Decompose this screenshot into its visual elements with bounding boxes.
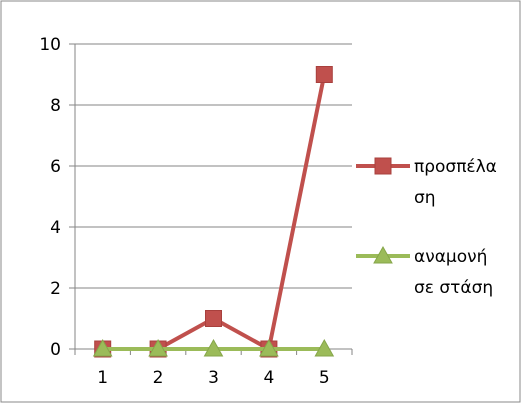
y-tick-labels: 0 2 4 6 8 10: [39, 35, 61, 360]
x-tick-label: 3: [208, 368, 219, 388]
series-1: [92, 338, 335, 357]
series-group: [92, 66, 335, 358]
legend-label: ση: [414, 188, 436, 208]
legend-item-1: αναμονή σε στάση: [356, 245, 493, 298]
legend-label: σε στάση: [414, 278, 493, 298]
legend-label: προσπέλα: [414, 157, 497, 177]
data-point: [259, 338, 279, 357]
data-point: [92, 338, 113, 357]
x-tick-label: 2: [153, 368, 164, 388]
data-point: [314, 338, 335, 357]
legend-swatch-marker: [374, 157, 392, 175]
data-point: [315, 66, 333, 83]
x-tick-label: 1: [97, 368, 108, 388]
y-tick-label: 4: [50, 218, 61, 238]
data-point: [205, 310, 222, 327]
data-point: [148, 338, 168, 357]
y-tick-label: 2: [50, 279, 61, 299]
x-tick-label: 4: [263, 368, 274, 388]
data-point: [203, 338, 224, 357]
y-tick-label: 8: [50, 96, 61, 116]
x-tick-labels: 1 2 3 4 5: [97, 368, 329, 388]
legend: προσπέλα ση αναμονή σε στάση: [356, 157, 497, 298]
legend-label: αναμονή: [414, 247, 487, 267]
legend-swatch-marker: [373, 245, 393, 264]
y-tick-label: 6: [50, 157, 61, 177]
y-tick-label: 10: [39, 35, 61, 55]
y-tick-label: 0: [50, 340, 61, 360]
grid-lines: [75, 43, 352, 289]
x-tick-label: 5: [319, 368, 330, 388]
legend-item-0: προσπέλα ση: [356, 157, 497, 208]
